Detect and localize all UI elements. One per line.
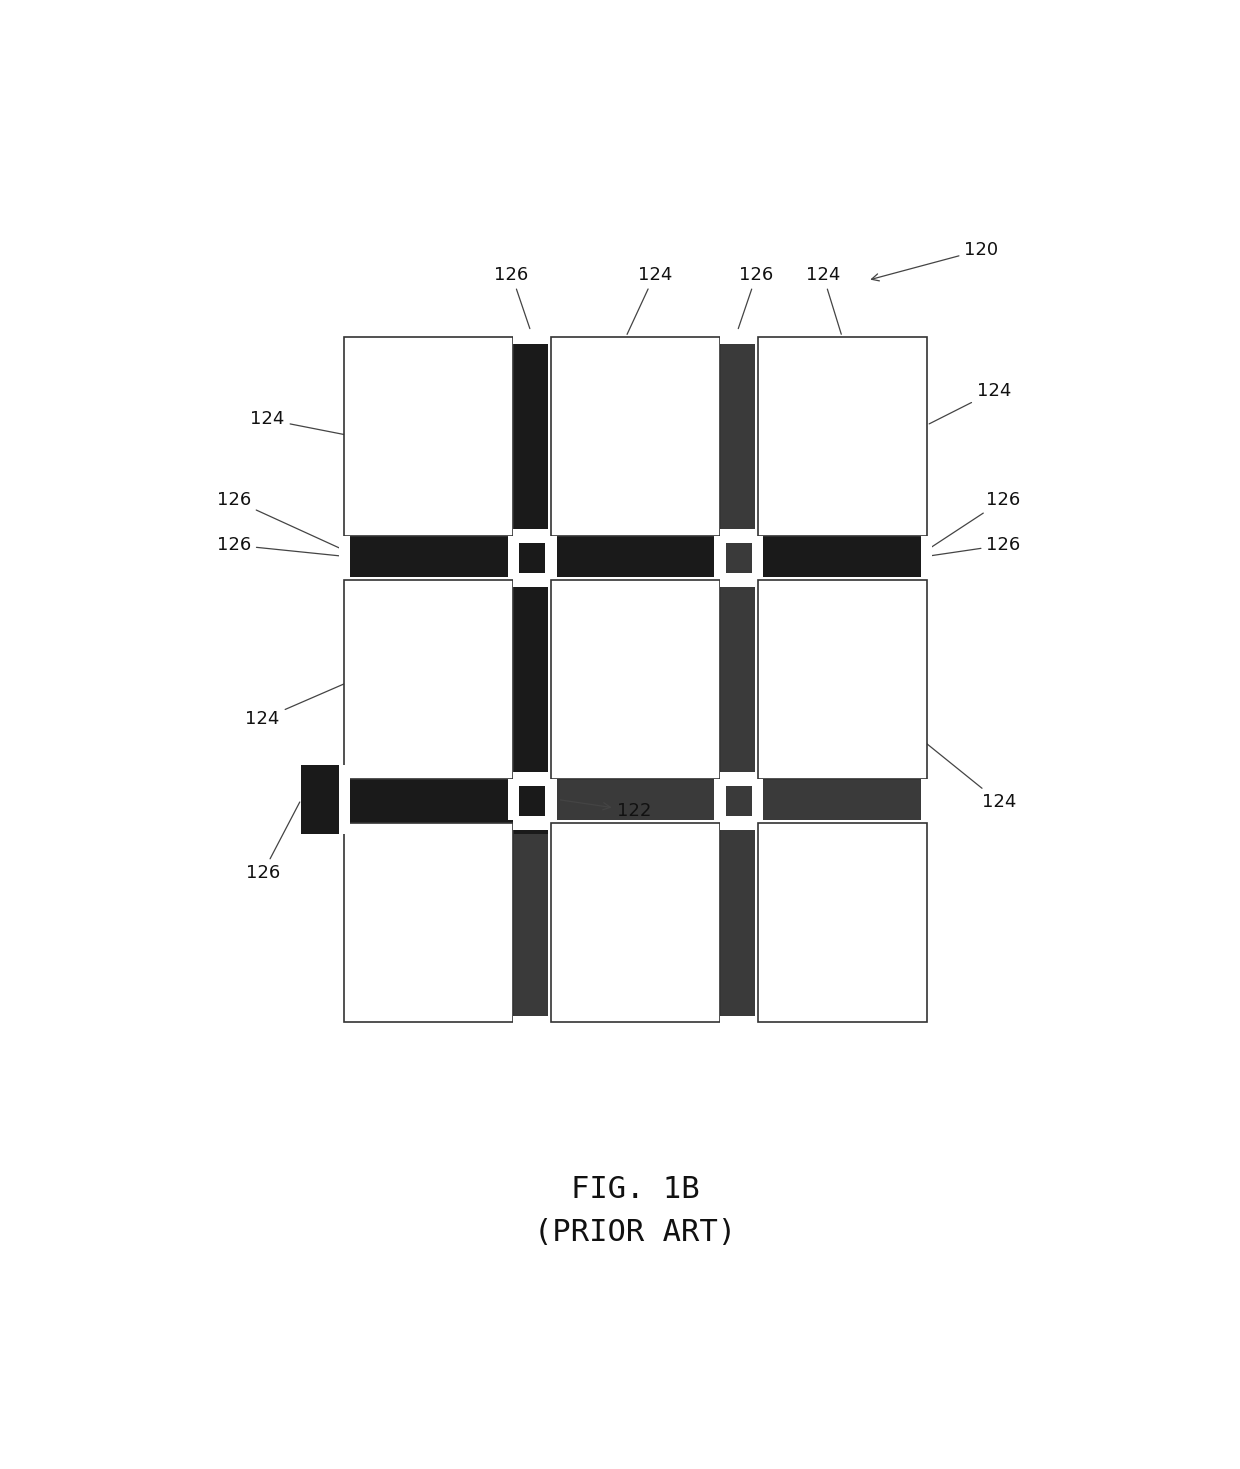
Bar xyxy=(720,529,755,542)
Bar xyxy=(513,336,548,834)
Bar xyxy=(513,331,548,344)
Bar xyxy=(513,773,548,786)
Bar xyxy=(720,336,755,1022)
Text: 126: 126 xyxy=(930,536,1021,555)
Bar xyxy=(301,765,548,834)
Bar xyxy=(513,573,548,588)
Text: 126: 126 xyxy=(217,491,342,549)
Bar xyxy=(339,536,350,577)
Bar xyxy=(921,536,932,577)
Bar xyxy=(513,1015,548,1030)
Text: 126: 126 xyxy=(495,266,529,329)
Bar xyxy=(513,529,548,542)
Bar xyxy=(345,580,513,779)
Bar xyxy=(758,823,926,1022)
Bar xyxy=(551,823,720,1022)
Bar xyxy=(345,823,513,1022)
Bar xyxy=(720,331,755,344)
Bar xyxy=(751,779,764,820)
Bar xyxy=(507,779,520,820)
Bar xyxy=(714,779,725,820)
Bar xyxy=(339,765,350,834)
Text: 126: 126 xyxy=(217,536,341,557)
Text: 122: 122 xyxy=(560,801,651,820)
Text: 120: 120 xyxy=(872,241,998,281)
Text: 126: 126 xyxy=(246,802,300,881)
Bar xyxy=(546,536,557,577)
Bar xyxy=(758,336,926,536)
Bar xyxy=(513,336,548,1022)
Bar xyxy=(720,817,755,830)
Bar xyxy=(551,580,720,779)
Text: 124: 124 xyxy=(246,680,351,729)
Bar xyxy=(507,536,520,577)
Text: 126: 126 xyxy=(738,266,774,329)
Bar xyxy=(345,336,513,536)
Bar xyxy=(720,573,755,588)
Bar xyxy=(921,779,932,820)
Bar xyxy=(720,1015,755,1030)
Text: 124: 124 xyxy=(887,711,1016,811)
Bar xyxy=(345,536,926,577)
Bar xyxy=(339,779,350,820)
Text: 124: 124 xyxy=(250,410,351,436)
Bar xyxy=(551,336,720,536)
Bar xyxy=(345,779,926,820)
Bar xyxy=(546,779,557,820)
Text: 124: 124 xyxy=(806,266,841,335)
Text: 124: 124 xyxy=(627,266,672,335)
Text: FIG. 1B
(PRIOR ART): FIG. 1B (PRIOR ART) xyxy=(534,1175,737,1247)
Bar xyxy=(714,536,725,577)
Text: 124: 124 xyxy=(929,382,1011,425)
Bar xyxy=(751,536,764,577)
Bar xyxy=(758,580,926,779)
Bar xyxy=(720,773,755,786)
Bar xyxy=(513,817,548,830)
Text: 126: 126 xyxy=(929,491,1021,549)
